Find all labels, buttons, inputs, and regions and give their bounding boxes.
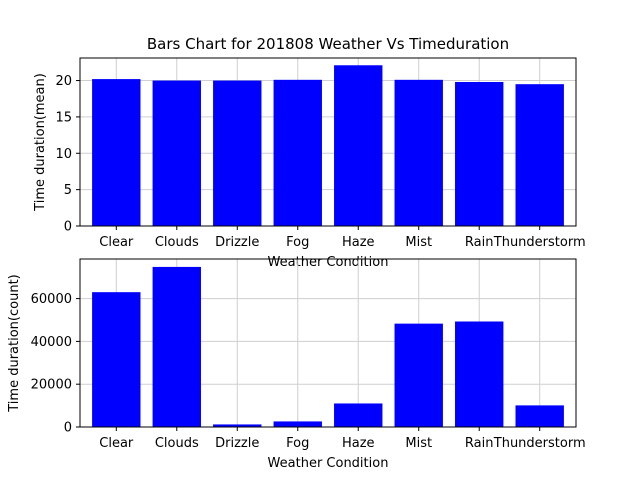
- bar-fog: [273, 421, 322, 427]
- bar-rain: [455, 82, 504, 226]
- x-tick-label: Fog: [286, 436, 309, 451]
- x-tick-label: Drizzle: [215, 436, 259, 451]
- bar-fog: [273, 79, 322, 227]
- y-tick-label: 5: [64, 183, 72, 198]
- bar-mist: [394, 323, 443, 427]
- bar-haze: [334, 65, 383, 226]
- bar-drizzle: [213, 80, 262, 226]
- plot-area-frame: [79, 57, 577, 227]
- y-tick-label: 0: [64, 220, 72, 235]
- y-tick-label: 20: [55, 74, 72, 89]
- x-tick-label: Clouds: [155, 235, 199, 250]
- x-tick-label: Fog: [286, 235, 309, 250]
- y-axis-label: Time duration(mean): [33, 73, 48, 212]
- bar-thunderstorm: [515, 405, 564, 427]
- chart-mean-duration: Bars Chart for 201808 Weather Vs Timedur…: [33, 35, 586, 270]
- y-tick-label: 10: [55, 147, 72, 162]
- bar-mist: [394, 79, 443, 227]
- x-tick-label: Mist: [405, 436, 432, 451]
- y-tick-label: 0: [64, 421, 72, 436]
- x-tick-label: Clouds: [155, 436, 199, 451]
- bar-clear: [92, 79, 141, 226]
- y-tick-label: 60000: [31, 292, 72, 307]
- x-tick-label: Clear: [99, 436, 134, 451]
- y-tick-label: 15: [55, 110, 72, 125]
- x-tick-label: Haze: [342, 235, 375, 250]
- x-axis-label: Weather Condition: [268, 456, 389, 471]
- bar-haze: [334, 403, 383, 427]
- bar-clear: [92, 292, 141, 427]
- x-tick-label: Rain: [465, 436, 494, 451]
- bar-drizzle: [213, 424, 262, 427]
- x-tick-label: Drizzle: [215, 235, 259, 250]
- x-tick-label: Clear: [99, 235, 134, 250]
- x-tick-label: Thunderstorm: [493, 436, 586, 451]
- y-tick-label: 40000: [31, 335, 72, 350]
- bar-rain: [455, 321, 504, 427]
- bar-thunderstorm: [515, 84, 564, 226]
- bar-clouds: [152, 80, 201, 226]
- x-tick-label: Mist: [405, 235, 432, 250]
- chart-title: Bars Chart for 201808 Weather Vs Timedur…: [147, 35, 509, 53]
- x-tick-label: Thunderstorm: [493, 235, 586, 250]
- chart-count-duration: 0 20000 40000 60000 Clear Clouds Drizzle Fog Haz…: [7, 258, 586, 471]
- plot-area-frame: [79, 258, 577, 428]
- y-tick-label: 20000: [31, 378, 72, 393]
- x-axis-label: Weather Condition: [268, 255, 389, 270]
- x-tick-label: Rain: [465, 235, 494, 250]
- bar-clouds: [152, 266, 201, 427]
- y-axis-label: Time duration(count): [7, 274, 22, 412]
- x-tick-label: Haze: [342, 436, 375, 451]
